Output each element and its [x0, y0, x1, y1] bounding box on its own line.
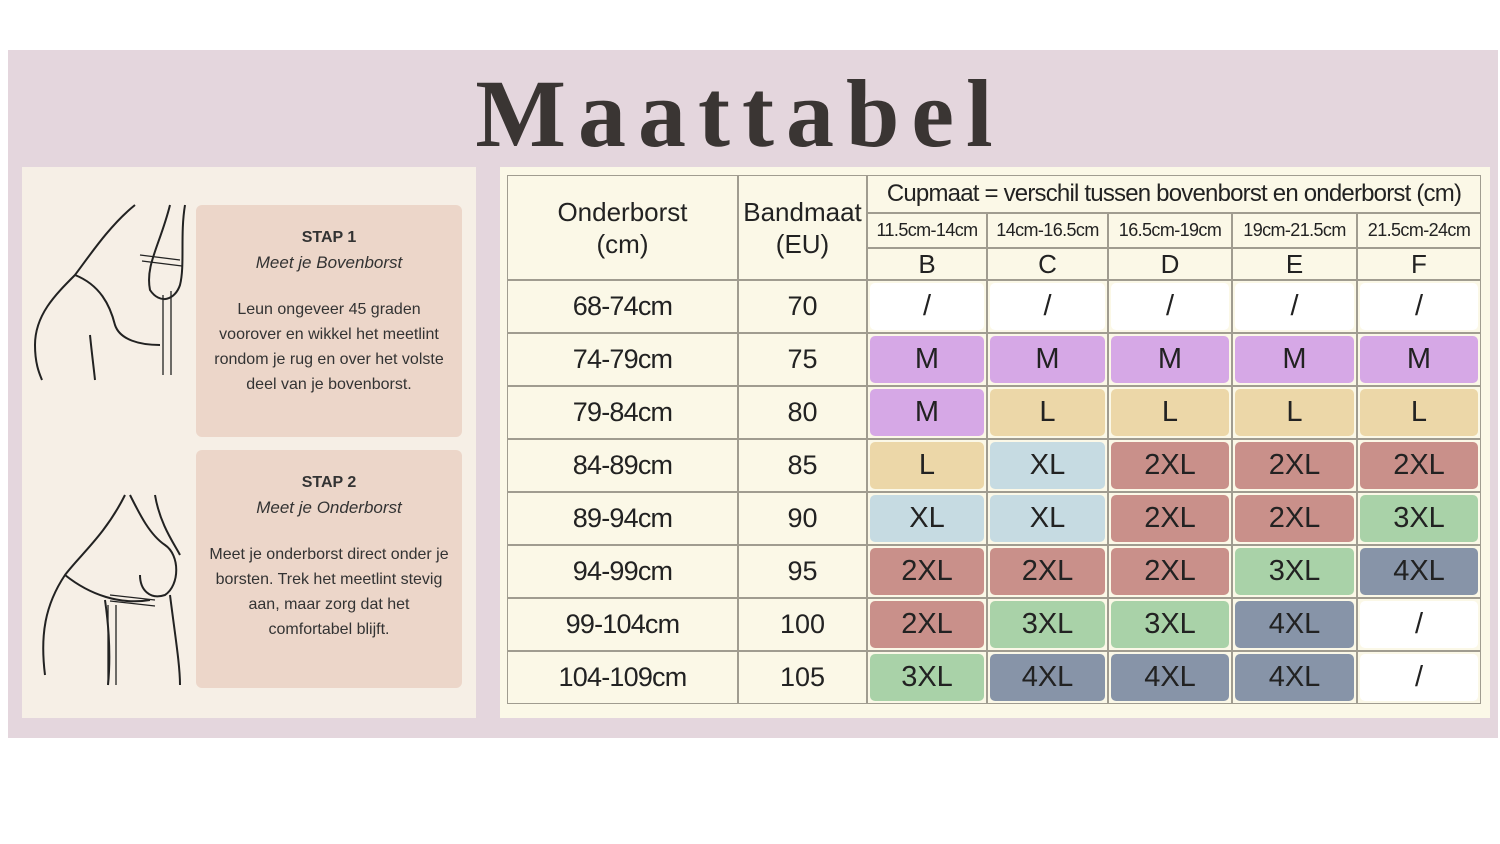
size-chip: /: [1360, 654, 1478, 701]
cup-range: 11.5cm-14cm: [867, 213, 987, 248]
step-label: STAP 1: [301, 229, 357, 246]
title: Maattabel: [475, 60, 1005, 167]
column-header: Onderborst (cm): [507, 175, 738, 280]
underbust-range: 99-104cm: [507, 598, 738, 651]
size-chip: 4XL: [990, 654, 1105, 701]
underbust-range: 79-84cm: [507, 386, 738, 439]
size-chip: 3XL: [870, 654, 984, 701]
size-chip: 4XL: [1235, 654, 1354, 701]
size-chip: /: [1235, 283, 1354, 330]
band-size: 95: [738, 545, 867, 598]
size-chip: 3XL: [1235, 548, 1354, 595]
size-chip: /: [870, 283, 984, 330]
size-chip: XL: [990, 442, 1105, 489]
step-subtitle: Meet je Bovenborst: [255, 253, 403, 272]
underbust-range: 68-74cm: [507, 280, 738, 333]
size-chip: 4XL: [1360, 548, 1478, 595]
step-card: STAP 2 Meet je Onderborst Meet je onderb…: [196, 450, 462, 688]
size-chip: M: [990, 336, 1105, 383]
size-chip: M: [1111, 336, 1229, 383]
cup-letter: D: [1108, 248, 1232, 280]
band-size: 70: [738, 280, 867, 333]
size-chip: M: [870, 389, 984, 436]
step-label: STAP 2: [301, 474, 357, 491]
step-subtitle: Meet je Onderborst: [256, 498, 402, 517]
band-size: 100: [738, 598, 867, 651]
size-chip: M: [1235, 336, 1354, 383]
size-chip: 2XL: [1360, 442, 1478, 489]
band-size: 105: [738, 651, 867, 704]
size-chip: 2XL: [870, 601, 984, 648]
size-chip: 4XL: [1235, 601, 1354, 648]
band-size: 90: [738, 492, 867, 545]
size-chip: 3XL: [1111, 601, 1229, 648]
cup-range: 14cm-16.5cm: [987, 213, 1108, 248]
cup-letter: E: [1232, 248, 1357, 280]
underbust-range: 89-94cm: [507, 492, 738, 545]
step-card: STAP 1 Meet je Bovenborst Leun ongeveer …: [196, 205, 462, 437]
underbust-range: 74-79cm: [507, 333, 738, 386]
underbust-range: 84-89cm: [507, 439, 738, 492]
size-chip: 2XL: [1111, 442, 1229, 489]
size-chip: 3XL: [990, 601, 1105, 648]
cup-letter: F: [1357, 248, 1481, 280]
band-size: 85: [738, 439, 867, 492]
cup-range: 21.5cm-24cm: [1357, 213, 1481, 248]
size-chip: M: [1360, 336, 1478, 383]
size-chip: /: [1360, 283, 1478, 330]
size-chip: L: [870, 442, 984, 489]
size-chip: 2XL: [1111, 548, 1229, 595]
step-text: Meet je onderborst direct onder je borst…: [209, 546, 449, 638]
size-chip: 2XL: [990, 548, 1105, 595]
step-text: Leun ongeveer 45 graden voorover en wikk…: [214, 301, 444, 393]
cup-range: 19cm-21.5cm: [1232, 213, 1357, 248]
underbust-range: 104-109cm: [507, 651, 738, 704]
cup-range: 16.5cm-19cm: [1108, 213, 1232, 248]
size-chip: /: [990, 283, 1105, 330]
size-chip: 2XL: [1235, 495, 1354, 542]
size-chip: 3XL: [1360, 495, 1478, 542]
cup-header: Cupmaat = verschil tussen bovenborst en …: [867, 175, 1481, 213]
size-chip: 2XL: [870, 548, 984, 595]
size-chip: L: [1111, 389, 1229, 436]
band-size: 80: [738, 386, 867, 439]
size-chip: /: [1360, 601, 1478, 648]
size-chip: 2XL: [1235, 442, 1354, 489]
size-chip: L: [1360, 389, 1478, 436]
size-chip: XL: [990, 495, 1105, 542]
band-size: 75: [738, 333, 867, 386]
size-chip: 4XL: [1111, 654, 1229, 701]
size-chip: /: [1111, 283, 1229, 330]
cup-letter: C: [987, 248, 1108, 280]
size-chip: XL: [870, 495, 984, 542]
size-chip: L: [990, 389, 1105, 436]
size-chip: M: [870, 336, 984, 383]
illustrations: [33, 204, 186, 686]
underbust-range: 94-99cm: [507, 545, 738, 598]
size-chip: 2XL: [1111, 495, 1229, 542]
column-header: Bandmaat (EU): [738, 175, 867, 280]
size-chip: L: [1235, 389, 1354, 436]
cup-letter: B: [867, 248, 987, 280]
